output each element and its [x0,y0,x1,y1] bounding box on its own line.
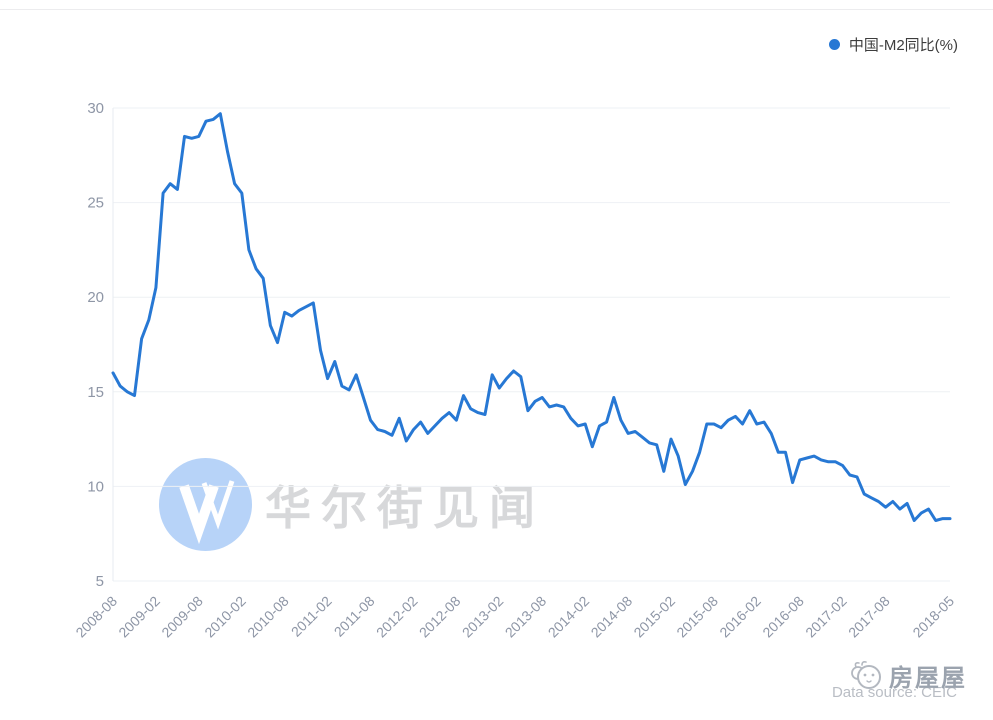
x-tick-label-2018-05: 2018-05 [909,593,957,641]
y-tick-label-20: 20 [87,289,104,306]
x-tick-label-2015-08: 2015-08 [673,593,721,641]
data-source-note: Data source: CEIC [831,684,957,701]
x-tick-label-2017-08: 2017-08 [845,593,893,641]
x-tick-label-2014-02: 2014-02 [545,593,593,641]
x-tick-label-2017-02: 2017-02 [802,593,850,641]
x-tick-label-2016-02: 2016-02 [716,593,764,641]
x-tick-label-2014-08: 2014-08 [588,593,636,641]
y-tick-label-5: 5 [96,573,104,590]
x-tick-label-2009-08: 2009-08 [158,593,206,641]
x-tick-label-2016-08: 2016-08 [759,593,807,641]
y-tick-label-10: 10 [87,478,104,495]
x-tick-label-2013-08: 2013-08 [502,593,550,641]
x-tick-label-2011-08: 2011-08 [331,593,378,640]
x-tick-label-2010-08: 2010-08 [244,593,292,641]
legend-label: 中国-M2同比(%) [848,37,958,54]
x-tick-label-2008-08: 2008-08 [72,593,120,641]
top-divider [0,9,993,10]
y-tick-label-30: 30 [87,100,104,117]
x-tick-label-2011-02: 2011-02 [288,593,335,640]
x-tick-label-2009-02: 2009-02 [115,593,163,641]
brand-name: 房屋屋 [889,666,967,692]
x-tick-label-2010-02: 2010-02 [201,593,249,641]
brand-mascot-icon [851,660,881,689]
x-tick-label-2012-02: 2012-02 [373,593,421,641]
legend-dot-icon [828,39,840,50]
legend-item-m2[interactable]: 中国-M2同比(%) [828,34,958,55]
y-tick-label-25: 25 [87,195,104,212]
brand-badge: 房屋屋 [848,658,967,693]
x-tick-label-2013-02: 2013-02 [459,593,507,641]
x-tick-label-2015-02: 2015-02 [630,593,678,641]
x-tick-label-2012-08: 2012-08 [416,593,464,641]
m2-series-line [111,112,952,522]
y-tick-label-15: 15 [87,384,104,401]
